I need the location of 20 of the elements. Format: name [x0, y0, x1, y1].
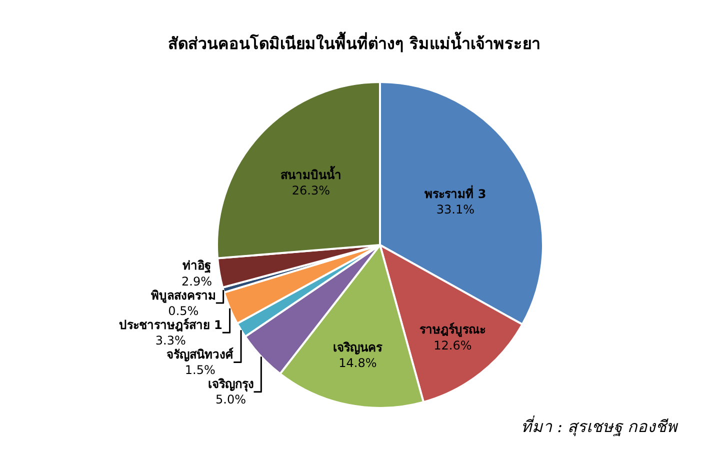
- slice-label: ประชาราษฎร์สาย 1: [118, 318, 222, 332]
- data-label: 14.8%: [338, 356, 377, 370]
- data-label: 3.3%: [155, 333, 186, 348]
- slice-label: เจริญนคร: [333, 340, 384, 355]
- data-label: 1.5%: [184, 363, 216, 378]
- slice-label: สนามบินน้ำ: [280, 165, 342, 182]
- data-label: 12.6%: [434, 338, 472, 352]
- data-label: 5.0%: [216, 392, 246, 407]
- data-label: 2.9%: [182, 274, 212, 288]
- slice-label: ราษฎร์บูรณะ: [420, 322, 486, 338]
- slice-label: พระรามที่ 3: [424, 184, 486, 201]
- slice-label: ท่าอิฐ: [182, 258, 212, 274]
- data-label: 33.1%: [436, 202, 475, 216]
- text: ที่มา : สุรเชษฐ กองชีพ: [521, 415, 679, 437]
- data-label: 26.3%: [292, 184, 330, 198]
- slice-label: จรัญสนิทวงศ์: [166, 347, 234, 362]
- data-label: 0.5%: [168, 304, 199, 318]
- slice-label: พิบูลสงคราม: [150, 288, 216, 304]
- slice-label: เจริญกรุง: [208, 377, 254, 392]
- chart-title: สัดส่วนคอนโดมิเนียมในพื้นที่ต่างๆ ริมแม่น้ำเจ้าพระยา: [168, 31, 541, 53]
